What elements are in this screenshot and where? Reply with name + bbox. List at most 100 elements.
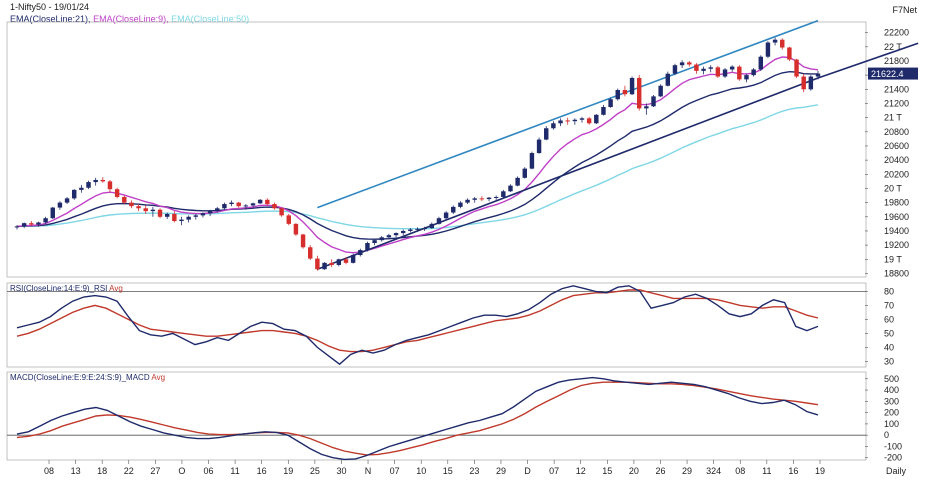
xtick-label: 06	[204, 466, 214, 476]
price-ytick-label: 22200	[884, 28, 909, 38]
candle-body	[636, 77, 642, 109]
rsi-avg-line	[16, 289, 819, 353]
candle-body	[479, 198, 485, 200]
price-ytick-label: 19400	[884, 226, 909, 236]
candle-body	[665, 73, 671, 86]
price-ytick-label: 21200	[884, 98, 909, 108]
candle-body	[336, 259, 342, 265]
candle-body	[737, 66, 742, 80]
candle-body	[229, 202, 234, 205]
rsi-ytick-label: 50	[884, 328, 894, 338]
candle-body	[372, 240, 377, 243]
candle-body	[751, 69, 756, 76]
price-ytick-label: 20400	[884, 155, 909, 165]
ema9-line	[16, 56, 819, 254]
candle-body	[257, 199, 263, 204]
macd-ytick-label: 100	[884, 419, 899, 429]
xtick-label: 27	[150, 466, 160, 476]
macd-title-main: MACD(CloseLine:E:9:E:24:S:9)_MACD	[10, 373, 151, 382]
candle-body	[622, 90, 628, 95]
candle-body	[350, 255, 356, 263]
candle-body	[393, 233, 399, 236]
candle-body	[286, 215, 291, 224]
candle-body	[615, 90, 620, 100]
candle-body	[815, 73, 821, 77]
candle-body	[86, 182, 91, 188]
xtick-label: 20	[629, 466, 639, 476]
candle-body	[29, 223, 34, 225]
candle-body	[808, 76, 814, 90]
candle-body	[21, 223, 27, 227]
candle-body	[801, 76, 806, 90]
macd-avg-line	[16, 381, 819, 456]
candle-body	[415, 228, 420, 230]
xtick-label: 08	[44, 466, 54, 476]
candle-body	[408, 229, 413, 231]
candle-body	[322, 262, 327, 270]
xtick-label: 08	[735, 466, 745, 476]
period-label: Daily	[886, 466, 907, 476]
candle-body	[701, 68, 706, 71]
rsi-ytick-label: 80	[884, 286, 894, 296]
xtick-label: 07	[390, 466, 400, 476]
xtick-label: 18	[97, 466, 107, 476]
macd-panel-frame	[6, 371, 867, 461]
candle-body	[64, 198, 70, 203]
candle-body	[579, 118, 585, 120]
candle-body	[443, 212, 449, 219]
macd-ytick-label: -200	[884, 453, 902, 463]
price-ytick-label: 19600	[884, 212, 909, 222]
candle-body	[136, 206, 141, 209]
candle-body	[436, 218, 442, 224]
candle-body	[472, 198, 477, 200]
candle-body	[687, 62, 692, 65]
candle-body	[672, 65, 678, 74]
candle-body	[493, 196, 499, 198]
candle-body	[758, 56, 764, 70]
candle-body	[708, 67, 713, 69]
candle-body	[400, 230, 406, 234]
candle-body	[386, 235, 392, 238]
rsi-title-avg: Avg	[109, 284, 123, 293]
xtick-label: 30	[336, 466, 346, 476]
price-ytick-label: 22 T	[884, 42, 902, 52]
candle-body	[379, 237, 384, 241]
candle-body	[515, 177, 520, 186]
candle-body	[308, 247, 313, 259]
candle-body	[57, 202, 63, 208]
xtick-label: N	[365, 466, 372, 476]
xtick-label: 23	[469, 466, 479, 476]
xtick-label: 22	[124, 466, 134, 476]
candle-body	[594, 114, 599, 124]
trendline-lower_ext	[817, 42, 919, 79]
candle-body	[358, 250, 363, 256]
candle-body	[79, 187, 84, 190]
candle-body	[300, 234, 306, 248]
candle-body	[787, 47, 792, 60]
candle-body	[722, 69, 728, 77]
price-ytick-label: 19800	[884, 198, 909, 208]
xtick-label: 13	[71, 466, 81, 476]
candle-body	[272, 204, 277, 209]
xtick-label: O	[178, 466, 185, 476]
candle-body	[179, 219, 184, 222]
candle-body	[50, 207, 55, 219]
candle-body	[551, 123, 556, 129]
candle-body	[765, 42, 771, 57]
macd-ytick-label: 300	[884, 396, 899, 406]
candle-body	[601, 107, 606, 115]
candle-body	[157, 209, 163, 217]
candle-body	[143, 208, 148, 212]
candle-body	[522, 168, 527, 178]
xtick-label: 10	[416, 466, 426, 476]
xtick-label: 29	[496, 466, 506, 476]
candle-body	[43, 218, 48, 223]
rsi-ytick-label: 40	[884, 342, 894, 352]
candle-body	[744, 75, 749, 80]
candle-body	[236, 202, 241, 207]
candle-body	[129, 202, 134, 207]
candle-body	[343, 259, 349, 263]
macd-ytick-label: -100	[884, 441, 902, 451]
candle-body	[186, 216, 191, 220]
